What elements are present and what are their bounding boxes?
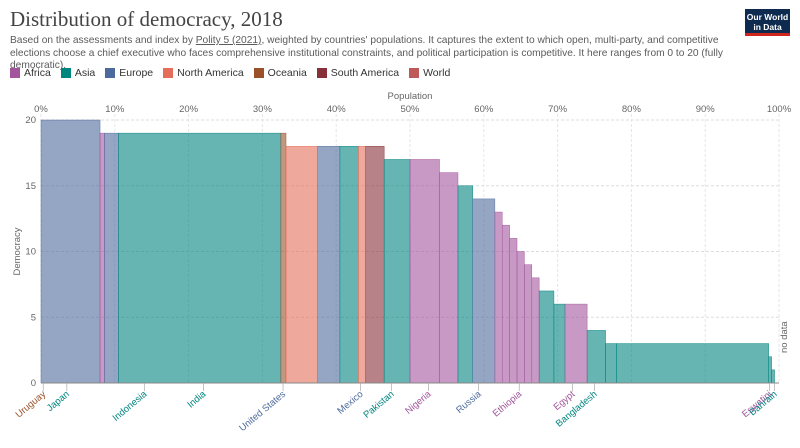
data-segment (104, 132, 119, 384)
data-segment (439, 172, 459, 384)
x-tick-label: 80% (622, 104, 642, 115)
data-segment (768, 356, 772, 384)
logo-line-2: in Data (753, 22, 782, 32)
chart-subtitle: Based on the assessments and index by Po… (10, 35, 730, 73)
x-tick-label: 50% (400, 104, 420, 115)
x-tick-label: 90% (696, 104, 716, 115)
legend-item-asia[interactable]: Asia (60, 67, 96, 79)
legend-item-oceania[interactable]: Oceania (253, 67, 307, 79)
country-label: Russia (454, 388, 484, 416)
data-segment (586, 330, 606, 384)
x-axis-title: Population (388, 91, 433, 102)
legend-item-europe[interactable]: Europe (105, 67, 153, 79)
legend-label: Europe (119, 67, 154, 79)
data-segment (564, 303, 588, 384)
legend-item-africa[interactable]: Africa (10, 67, 51, 79)
country-label: United States (237, 389, 288, 434)
x-tick-label: 100% (767, 104, 792, 115)
data-segment (538, 290, 555, 384)
legend: Africa Asia Europe North America Oceania… (10, 67, 450, 79)
data-segment (409, 159, 440, 384)
legend-swatch (10, 68, 20, 78)
x-tick-label: 20% (179, 104, 199, 115)
legend-label: Africa (24, 67, 51, 79)
data-segment (616, 343, 769, 384)
y-tick-label: 5 (31, 312, 36, 323)
y-tick-label: 10 (25, 247, 36, 258)
legend-swatch (253, 68, 264, 78)
subtitle-text-post: , weighted by countries' populations. It… (10, 35, 723, 71)
legend-swatch (409, 68, 420, 78)
data-segment (40, 119, 101, 384)
no-data-label: no data (779, 321, 790, 353)
x-tick-label: 40% (327, 104, 347, 115)
data-segment (285, 146, 318, 384)
legend-item-north-america[interactable]: North America (163, 67, 244, 79)
data-segment (280, 132, 287, 384)
data-segment (605, 343, 617, 384)
legend-item-south-america[interactable]: South America (316, 67, 400, 79)
country-label: Indonesia (111, 388, 150, 423)
data-segment (509, 238, 518, 384)
subtitle-text-pre: Based on the assessments and index by (10, 35, 196, 46)
country-label: Pakistan (361, 389, 396, 421)
data-segment (339, 146, 359, 384)
owid-logo[interactable]: Our World in Data (745, 9, 790, 36)
legend-label: North America (177, 67, 244, 79)
polity-source-link[interactable]: Polity 5 (2021) (195, 35, 262, 46)
legend-label: Asia (74, 67, 96, 79)
data-segment (99, 132, 105, 384)
legend-label: World (423, 67, 451, 79)
data-segment (358, 146, 366, 384)
x-tick-label: 0% (34, 104, 48, 115)
data-segment (524, 264, 533, 384)
legend-swatch (163, 68, 174, 78)
x-tick-label: 70% (548, 104, 568, 115)
y-axis-title: Democracy (12, 227, 23, 275)
legend-label: Oceania (267, 67, 307, 79)
country-label: Uruguay (14, 389, 49, 421)
data-segment (118, 132, 282, 384)
democracy-chart: Population Democracy 0 5 10 15 200% 10% 20% 30% 40… (12, 91, 792, 434)
data-segment (516, 251, 525, 384)
y-tick-label: 15 (25, 181, 36, 192)
legend-item-world[interactable]: World (409, 67, 450, 79)
country-label: India (185, 388, 208, 410)
x-tick-label: 60% (474, 104, 494, 115)
data-segment (317, 146, 341, 384)
data-segment (472, 198, 496, 384)
data-segment (383, 159, 411, 384)
data-segment (457, 185, 473, 384)
data-segment (553, 303, 566, 384)
data-segment (531, 277, 540, 384)
y-tick-label: 0 (31, 378, 36, 389)
y-tick-label: 20 (25, 115, 36, 126)
country-label: Japan (45, 389, 72, 414)
x-tick-label: 10% (105, 104, 125, 115)
data-segment (771, 369, 775, 384)
country-label: Ethiopia (491, 388, 525, 419)
data-segment (502, 224, 510, 384)
chart-title: Distribution of democracy, 2018 (10, 7, 283, 31)
legend-swatch (316, 68, 327, 78)
legend-label: South America (330, 67, 400, 79)
data-segment (494, 211, 503, 384)
legend-swatch (60, 68, 71, 78)
data-segment (365, 146, 385, 384)
logo-line-1: Our World (746, 12, 789, 22)
x-tick-label: 30% (253, 104, 273, 115)
legend-swatch (105, 68, 116, 78)
country-label: Nigeria (403, 388, 434, 416)
